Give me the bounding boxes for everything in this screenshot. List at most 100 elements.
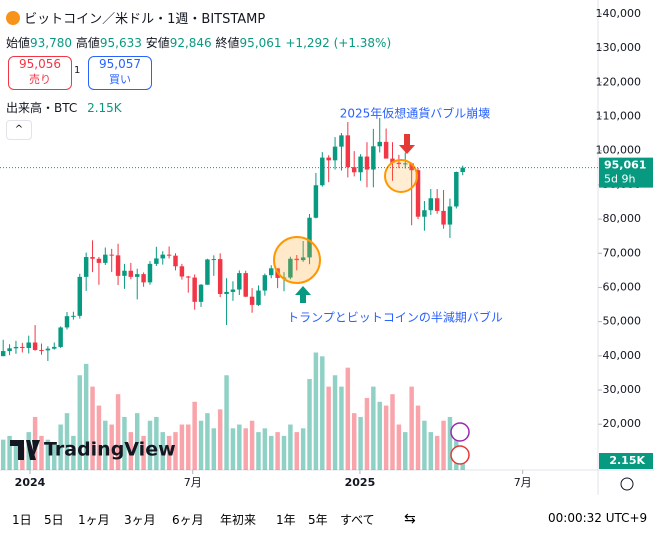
watermark-text: TradingView <box>44 439 176 461</box>
candle-body <box>198 284 204 302</box>
candle-body <box>173 255 178 267</box>
volume-bar <box>71 435 76 470</box>
candle-body <box>441 210 446 225</box>
range-button[interactable]: 3ヶ月 <box>124 513 156 527</box>
volume-bar <box>428 432 434 470</box>
y-tick-label: 110,000 <box>596 110 642 123</box>
annotation: 2025年仮想通貨バブル崩壊 <box>340 106 491 121</box>
volume-bar <box>115 394 121 470</box>
volume-bar <box>154 416 159 470</box>
volume-bar <box>396 424 402 470</box>
volume-bar <box>230 428 236 470</box>
price-pane <box>0 117 465 361</box>
candle-body <box>154 258 159 264</box>
candle-body <box>403 163 408 165</box>
y-tick-label: 20,000 <box>603 417 642 430</box>
candle-body <box>409 163 414 171</box>
candle-body <box>115 255 121 276</box>
candle-body <box>320 157 325 186</box>
range-button[interactable]: 1ヶ月 <box>78 513 110 527</box>
volume-tag-label: 2.15K <box>609 454 645 467</box>
price-tag-label: 95,061 <box>604 159 646 172</box>
ohlc-label: 終値 <box>215 36 240 50</box>
candle-body <box>26 342 31 348</box>
candle-body <box>326 157 331 161</box>
volume-bar <box>205 413 210 470</box>
volume-bar <box>237 424 242 470</box>
volume-bar <box>186 424 191 470</box>
candle-body <box>300 257 306 261</box>
volume-bar <box>351 413 357 470</box>
volume-bar <box>377 401 382 470</box>
collapse-button[interactable]: ^ <box>6 120 32 140</box>
volume-bar <box>109 424 114 470</box>
candle-body <box>141 274 146 283</box>
symbol-title: ビットコイン／米ドル・1週・BITSTAMP <box>24 12 266 27</box>
candle-body <box>339 135 344 147</box>
volume-bar <box>7 435 12 470</box>
candle-body <box>428 198 434 211</box>
x-tick-label: 2025 <box>345 476 376 489</box>
volume-bar <box>275 432 280 470</box>
candle-body <box>147 263 153 283</box>
buy-button[interactable]: 95,057 買い <box>88 56 152 90</box>
volume-row: 出来高・BTC 2.15K <box>6 99 122 116</box>
y-tick-label: 40,000 <box>603 349 642 362</box>
candle-body <box>186 276 191 278</box>
range-button[interactable]: 年初来 <box>220 513 257 527</box>
candle-body <box>371 146 376 170</box>
volume-bar <box>364 397 370 470</box>
candle-body <box>217 259 223 294</box>
candle-body <box>224 291 229 294</box>
volume-bar <box>13 443 19 470</box>
y-tick-label: 120,000 <box>596 75 642 88</box>
range-button[interactable]: 5日 <box>44 513 64 527</box>
buy-price: 95,057 <box>99 57 141 71</box>
range-button[interactable]: 6ヶ月 <box>172 513 204 527</box>
event-icon[interactable] <box>450 445 470 465</box>
highlight-circle <box>384 159 418 193</box>
candle-body <box>160 254 165 259</box>
volume-bar <box>326 386 331 470</box>
coin-icon <box>6 11 20 25</box>
volume-bar <box>211 428 217 470</box>
volume-pane <box>0 352 465 470</box>
sell-button[interactable]: 95,056 売り <box>8 56 72 90</box>
candle-body <box>249 296 255 305</box>
change: +1,292 (+1.38%) <box>285 36 392 50</box>
compare-icon[interactable]: ⇆ <box>404 511 416 527</box>
event-icon[interactable] <box>450 422 470 442</box>
candle-body <box>90 257 95 259</box>
up-arrow <box>295 286 311 303</box>
candle-body <box>237 273 242 290</box>
candle-body <box>345 135 351 168</box>
range-button[interactable]: 1日 <box>12 513 32 527</box>
candle-body <box>230 289 236 292</box>
range-button[interactable]: 1年 <box>276 513 296 527</box>
volume-bar <box>441 420 446 470</box>
settings-icon[interactable] <box>620 477 634 491</box>
ohlc-label: 安値 <box>145 36 170 50</box>
y-tick-label: 100,000 <box>596 144 642 157</box>
volume-bar <box>249 420 255 470</box>
volume-bar <box>134 413 140 470</box>
candle-body <box>460 167 465 173</box>
candle-body <box>7 348 12 352</box>
candle-body <box>288 258 293 278</box>
countdown: 5d 9h <box>604 173 635 186</box>
x-tick-label: 7月 <box>514 476 532 489</box>
candle-body <box>39 350 44 352</box>
volume-bar <box>45 439 51 470</box>
volume-bar <box>300 428 306 470</box>
y-tick-label: 70,000 <box>603 246 642 259</box>
x-tick-label: 2024 <box>15 476 46 489</box>
candle-body <box>122 270 127 276</box>
candle-body <box>13 346 19 349</box>
range-button[interactable]: 5年 <box>308 513 328 527</box>
y-tick-label: 30,000 <box>603 383 642 396</box>
spread: 1 <box>74 65 81 76</box>
range-button[interactable]: すべて <box>340 513 375 527</box>
candle-body <box>20 346 25 348</box>
volume-bar <box>415 405 421 470</box>
